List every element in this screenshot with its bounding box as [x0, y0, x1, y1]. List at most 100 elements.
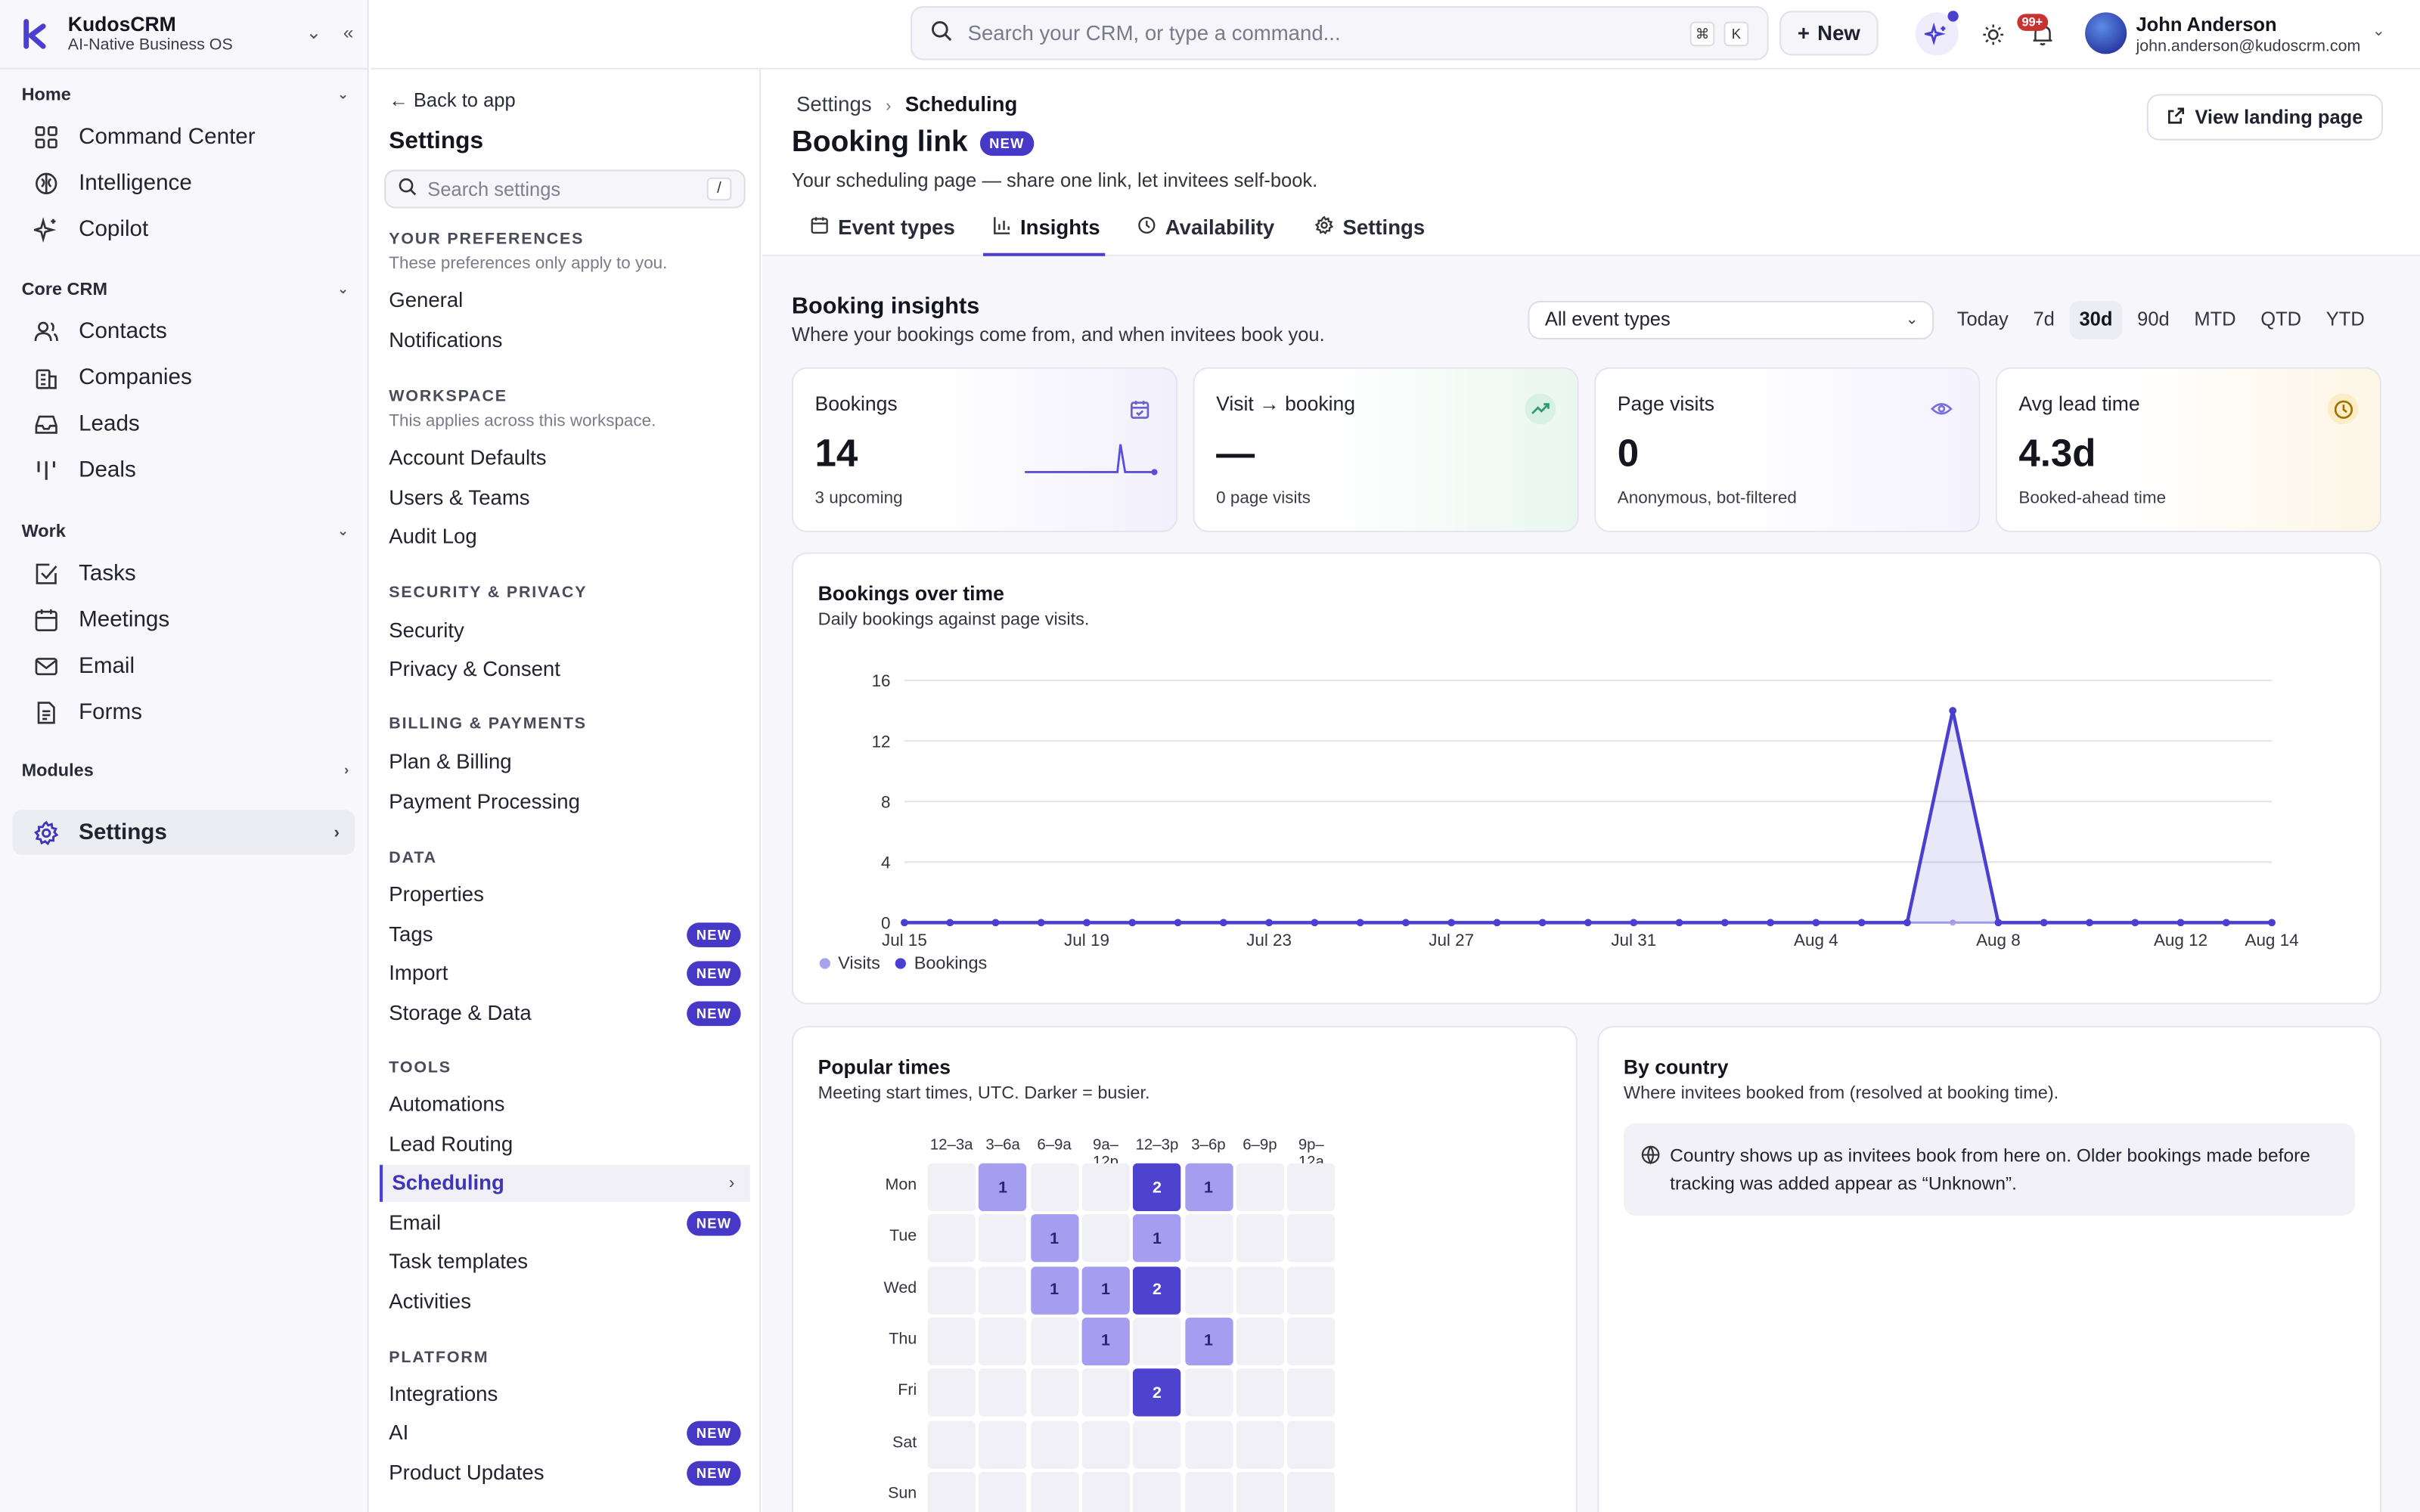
range-ytd[interactable]: YTD — [2325, 308, 2365, 330]
tab-insights[interactable]: Insights — [992, 216, 1100, 239]
heatmap-cell[interactable] — [927, 1471, 976, 1512]
settings-item-task-templates[interactable]: Task templates — [389, 1250, 529, 1273]
legend-visits[interactable]: Visits — [819, 955, 880, 974]
heatmap-cell[interactable]: 1 — [1184, 1317, 1233, 1365]
heatmap-cell[interactable]: 1 — [1030, 1266, 1078, 1314]
heatmap-cell[interactable] — [1287, 1266, 1336, 1314]
heatmap-cell[interactable] — [927, 1420, 976, 1468]
tab-settings[interactable]: Settings — [1314, 215, 1425, 239]
heatmap-cell[interactable] — [927, 1317, 976, 1365]
chevron-down-icon[interactable]: ⌄ — [2372, 23, 2385, 41]
heatmap-cell[interactable] — [1030, 1471, 1078, 1512]
range-7d[interactable]: 7d — [2033, 308, 2055, 330]
settings-item-plan-billing[interactable]: Plan & Billing — [389, 749, 512, 773]
settings-item-account-defaults[interactable]: Account Defaults — [389, 445, 547, 469]
heatmap-cell[interactable] — [1287, 1368, 1336, 1417]
sidebar-item-meetings[interactable]: Meetings — [22, 600, 355, 640]
settings-item-storage-data[interactable]: Storage & Data NEW — [389, 998, 743, 1029]
heatmap-cell[interactable] — [1236, 1214, 1284, 1263]
heatmap-cell[interactable] — [1236, 1317, 1284, 1365]
user-name[interactable]: John Anderson — [2136, 14, 2277, 36]
sidebar-item-companies[interactable]: Companies — [22, 358, 355, 398]
workspace-switcher-chevron-icon[interactable]: ⌄ — [306, 21, 322, 44]
settings-item-scheduling[interactable]: Scheduling › — [380, 1164, 750, 1202]
heatmap-cell[interactable] — [1236, 1471, 1284, 1512]
heatmap-cell[interactable] — [1030, 1368, 1078, 1417]
heatmap-cell[interactable] — [979, 1214, 1027, 1263]
sidebar-item-leads[interactable]: Leads — [22, 404, 355, 445]
heatmap-cell[interactable] — [1236, 1163, 1284, 1212]
settings-item-integrations[interactable]: Integrations — [389, 1382, 498, 1406]
heatmap-cell[interactable] — [1030, 1317, 1078, 1365]
settings-item-email[interactable]: Email NEW — [389, 1208, 743, 1239]
heatmap-cell[interactable]: 1 — [1133, 1214, 1181, 1263]
range-90d[interactable]: 90d — [2137, 308, 2170, 330]
sidebar-item-settings[interactable]: Settings › — [12, 810, 355, 855]
sidebar-item-email[interactable]: Email — [22, 646, 355, 686]
heatmap-cell[interactable] — [1184, 1266, 1233, 1314]
heatmap-cell[interactable]: 2 — [1133, 1368, 1181, 1417]
heatmap-cell[interactable] — [1184, 1214, 1233, 1263]
heatmap-cell[interactable] — [1081, 1420, 1130, 1468]
heatmap-cell[interactable] — [1287, 1420, 1336, 1468]
heatmap-cell[interactable] — [979, 1317, 1027, 1365]
heatmap-cell[interactable] — [1133, 1317, 1181, 1365]
sidebar-item-command-center[interactable]: Command Center — [22, 117, 355, 157]
heatmap-cell[interactable] — [1184, 1471, 1233, 1512]
legend-bookings[interactable]: Bookings — [895, 955, 987, 974]
sidebar-item-contacts[interactable]: Contacts — [22, 311, 355, 352]
heatmap-cell[interactable] — [1081, 1163, 1130, 1212]
heatmap-cell[interactable] — [979, 1266, 1027, 1314]
heatmap-cell[interactable] — [979, 1420, 1027, 1468]
collapse-sidebar-icon[interactable]: « — [343, 21, 354, 44]
range-30d[interactable]: 30d — [2070, 300, 2122, 339]
breadcrumb-settings[interactable]: Settings — [796, 92, 872, 116]
sidebar-item-forms[interactable]: Forms — [22, 692, 355, 733]
range-qtd[interactable]: QTD — [2260, 308, 2302, 330]
heatmap-cell[interactable] — [1236, 1368, 1284, 1417]
heatmap-cell[interactable] — [979, 1471, 1027, 1512]
settings-item-product-updates[interactable]: Product Updates NEW — [389, 1458, 743, 1489]
event-type-select[interactable]: All event types ⌄ — [1528, 300, 1934, 339]
settings-item-privacy-consent[interactable]: Privacy & Consent — [389, 657, 560, 680]
theme-toggle-sun-icon[interactable] — [1972, 14, 2012, 54]
heatmap-cell[interactable] — [979, 1368, 1027, 1417]
heatmap-cell[interactable] — [1184, 1420, 1233, 1468]
nav-group-core-crm[interactable]: Core CRM ⌄ — [21, 280, 349, 299]
settings-item-notifications[interactable]: Notifications — [389, 328, 503, 352]
settings-item-ai[interactable]: AI NEW — [389, 1418, 743, 1448]
tab-event-types[interactable]: Event types — [810, 216, 955, 239]
ai-sparkle-button[interactable] — [1915, 11, 1959, 56]
heatmap-cell[interactable] — [1133, 1420, 1181, 1468]
heatmap-cell[interactable] — [927, 1214, 976, 1263]
sidebar-item-copilot[interactable]: Copilot — [22, 210, 355, 250]
heatmap-cell[interactable] — [1287, 1471, 1336, 1512]
heatmap-cell[interactable] — [1081, 1368, 1130, 1417]
sidebar-item-intelligence[interactable]: Intelligence — [22, 163, 355, 203]
settings-item-properties[interactable]: Properties — [389, 882, 484, 906]
sidebar-item-deals[interactable]: Deals — [22, 451, 355, 491]
heatmap-cell[interactable] — [1287, 1214, 1336, 1263]
heatmap-cell[interactable] — [1184, 1368, 1233, 1417]
heatmap-cell[interactable]: 1 — [1184, 1163, 1233, 1212]
heatmap-cell[interactable] — [1287, 1317, 1336, 1365]
settings-search-input[interactable]: Search settings / — [384, 169, 746, 209]
heatmap-cell[interactable] — [1081, 1214, 1130, 1263]
heatmap-cell[interactable]: 1 — [1030, 1214, 1078, 1263]
back-to-app-link[interactable]: ← Back to app — [389, 89, 516, 111]
sidebar-item-tasks[interactable]: Tasks — [22, 554, 355, 594]
range-today[interactable]: Today — [1956, 308, 2009, 330]
settings-item-activities[interactable]: Activities — [389, 1290, 471, 1313]
heatmap-cell[interactable]: 1 — [1081, 1266, 1130, 1314]
heatmap-cell[interactable]: 1 — [979, 1163, 1027, 1212]
tab-availability[interactable]: Availability — [1137, 216, 1274, 239]
heatmap-cell[interactable] — [927, 1266, 976, 1314]
heatmap-cell[interactable] — [1030, 1163, 1078, 1212]
settings-item-users-teams[interactable]: Users & Teams — [389, 485, 530, 510]
heatmap-cell[interactable] — [1133, 1471, 1181, 1512]
avatar[interactable] — [2085, 12, 2127, 54]
settings-item-audit-log[interactable]: Audit Log — [389, 524, 477, 548]
heatmap-cell[interactable]: 2 — [1133, 1266, 1181, 1314]
settings-item-import[interactable]: Import NEW — [389, 958, 743, 989]
heatmap-cell[interactable] — [1236, 1266, 1284, 1314]
